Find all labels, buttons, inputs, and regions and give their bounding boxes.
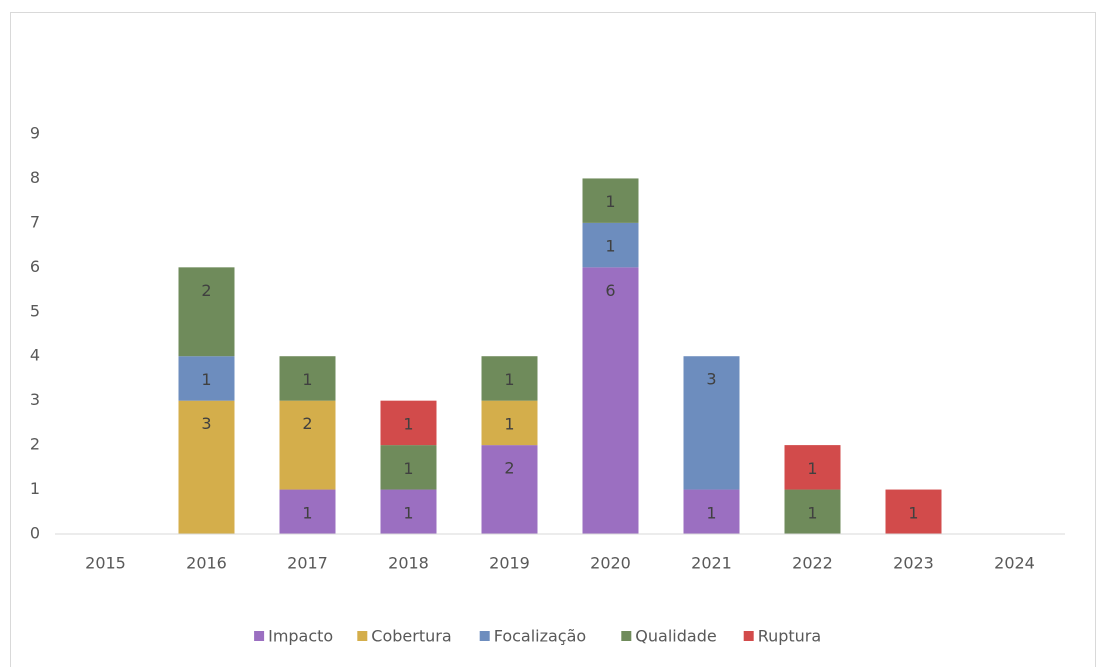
data-label: 1 xyxy=(908,503,918,522)
bar-segment xyxy=(178,356,235,401)
legend-label: Ruptura xyxy=(758,627,822,646)
legend-swatch xyxy=(621,631,632,641)
y-tick-label: 8 xyxy=(30,168,40,187)
bar-segment xyxy=(380,400,437,446)
bar-segment xyxy=(481,356,538,401)
data-label: 1 xyxy=(302,370,312,389)
bar-segment xyxy=(784,445,841,490)
bar-segment xyxy=(885,489,942,534)
bar-segment xyxy=(279,489,336,534)
x-tick-label: 2017 xyxy=(287,554,328,573)
bar-segment xyxy=(380,489,437,534)
data-label: 1 xyxy=(605,192,615,211)
bar-segment xyxy=(582,178,639,223)
bar-segment xyxy=(582,267,639,534)
data-label: 1 xyxy=(605,237,615,256)
bar-segment xyxy=(380,445,437,490)
data-label: 2 xyxy=(201,281,211,300)
x-tick-label: 2015 xyxy=(85,554,126,573)
y-tick-label: 7 xyxy=(30,212,40,231)
data-label: 1 xyxy=(807,459,817,478)
y-tick-label: 3 xyxy=(30,390,40,409)
bar-segment xyxy=(683,489,740,534)
y-tick-label: 9 xyxy=(30,124,40,143)
legend-swatch xyxy=(357,631,368,641)
data-label: 3 xyxy=(706,370,716,389)
bar-segment xyxy=(279,400,336,490)
bar-segment xyxy=(582,222,639,268)
legend-swatch xyxy=(254,631,265,641)
bar-segment xyxy=(683,356,740,490)
legend-swatch xyxy=(479,631,490,641)
bar-segment xyxy=(279,356,336,401)
data-label: 1 xyxy=(504,370,514,389)
data-label: 1 xyxy=(807,503,817,522)
legend-label: Focalização xyxy=(494,627,587,646)
data-label: 3 xyxy=(201,414,211,433)
data-label: 1 xyxy=(403,459,413,478)
y-tick-label: 1 xyxy=(30,479,40,498)
legend-label: Cobertura xyxy=(371,627,451,646)
data-label: 6 xyxy=(605,281,615,300)
x-tick-label: 2021 xyxy=(691,554,732,573)
x-tick-label: 2023 xyxy=(893,554,934,573)
data-label: 1 xyxy=(706,503,716,522)
data-label: 1 xyxy=(403,414,413,433)
x-tick-label: 2022 xyxy=(792,554,833,573)
y-tick-label: 2 xyxy=(30,435,40,454)
bar-segment xyxy=(481,400,538,446)
y-tick-label: 4 xyxy=(30,346,40,365)
data-label: 2 xyxy=(302,414,312,433)
data-label: 1 xyxy=(201,370,211,389)
y-tick-label: 0 xyxy=(30,524,40,543)
data-label: 2 xyxy=(504,459,514,478)
x-tick-label: 2018 xyxy=(388,554,429,573)
data-label: 1 xyxy=(403,503,413,522)
y-tick-label: 5 xyxy=(30,301,40,320)
y-tick-label: 6 xyxy=(30,257,40,276)
x-tick-label: 2019 xyxy=(489,554,530,573)
legend-swatch xyxy=(743,631,754,641)
x-tick-label: 2016 xyxy=(186,554,227,573)
legend-label: Qualidade xyxy=(635,627,716,646)
bar-segment xyxy=(784,489,841,534)
bar-segment xyxy=(481,445,538,534)
x-tick-label: 2024 xyxy=(994,554,1035,573)
data-label: 1 xyxy=(504,414,514,433)
bar-segment xyxy=(178,400,235,534)
legend-label: Impacto xyxy=(268,627,333,646)
bar-segment xyxy=(178,267,235,357)
x-tick-label: 2020 xyxy=(590,554,631,573)
data-label: 1 xyxy=(302,503,312,522)
